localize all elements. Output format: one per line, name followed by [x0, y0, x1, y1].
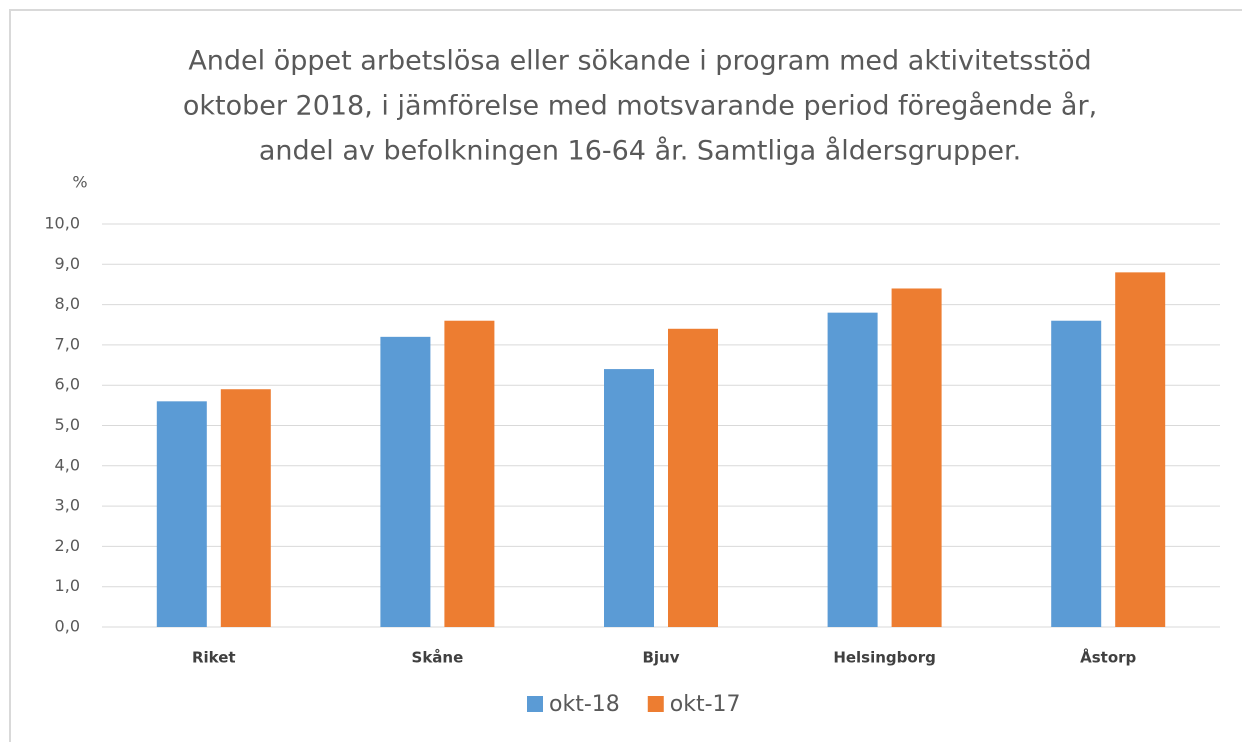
x-tick-label: Helsingborg: [833, 649, 936, 667]
bar: [156, 401, 207, 627]
bar: [1051, 320, 1102, 627]
bar: [891, 288, 942, 627]
bar: [380, 336, 431, 627]
y-tick-label: 1,0: [55, 576, 80, 595]
legend-swatch: [647, 696, 664, 712]
legend-label: okt-18: [549, 692, 620, 717]
bar: [220, 389, 271, 627]
bar: [827, 312, 878, 627]
y-tick-label: 4,0: [55, 455, 80, 474]
y-tick-label: 8,0: [55, 294, 80, 313]
bar: [444, 320, 495, 627]
y-tick-label: 6,0: [55, 375, 80, 394]
x-tick-label: Skåne: [412, 649, 464, 667]
y-tick-label: 0,0: [55, 617, 80, 636]
y-tick-label: 2,0: [55, 536, 80, 555]
chart-title-line: andel av befolkningen 16-64 år. Samtliga…: [259, 136, 1021, 167]
legend-swatch: [527, 696, 543, 712]
y-tick-label: 5,0: [55, 415, 80, 434]
y-tick-label: 3,0: [55, 496, 80, 515]
chart-frame: [9, 9, 1242, 742]
bar: [604, 369, 654, 627]
y-tick-label: 9,0: [55, 254, 80, 273]
x-tick-label: Bjuv: [642, 649, 679, 667]
bar: [1115, 272, 1166, 627]
y-tick-label: 7,0: [55, 334, 80, 353]
y-tick-label: 10,0: [44, 214, 80, 233]
bar: [668, 328, 718, 627]
x-tick-label: Riket: [192, 649, 236, 667]
chart-title-line: oktober 2018, i jämförelse med motsvaran…: [183, 91, 1097, 122]
y-axis-label: %: [72, 173, 87, 192]
x-tick-label: Åstorp: [1080, 648, 1136, 667]
legend-label: okt-17: [670, 692, 741, 717]
chart-title-line: Andel öppet arbetslösa eller sökande i p…: [188, 46, 1091, 77]
